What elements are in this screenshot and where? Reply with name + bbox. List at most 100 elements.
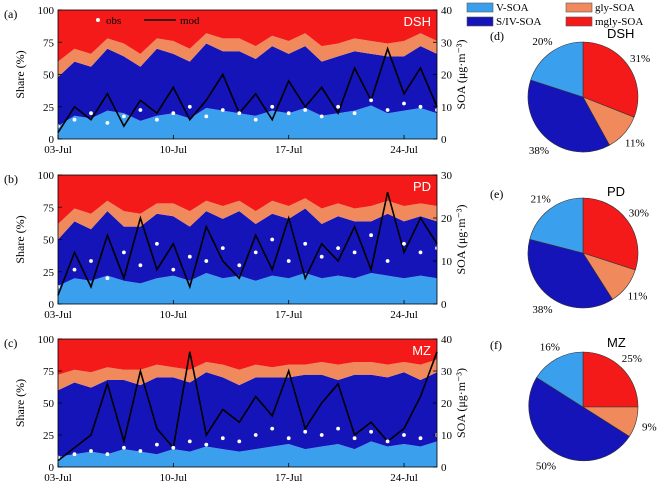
xtick-label: 10-Jul [160, 472, 188, 484]
y2tick-label: 20 [441, 213, 453, 225]
xtick-label: 17-Jul [275, 472, 303, 484]
obs-legend-label: obs [106, 15, 121, 27]
y2tick-label: 40 [441, 5, 453, 17]
legend: V-SOA gly-SOA S/IV-SOA mgly-SOA [466, 2, 643, 28]
obs-point [220, 246, 225, 251]
obs-point [319, 114, 324, 119]
ylabel: Share (%) [13, 50, 27, 98]
pie-label-v-soa: 20% [532, 36, 552, 48]
pie-label-mgly-soa: 31% [630, 53, 650, 65]
obs-point [319, 433, 324, 437]
pie-slice-v-soa [536, 351, 584, 408]
obs-point [72, 452, 77, 457]
obs-point [72, 117, 77, 122]
obs-point [286, 259, 291, 263]
obs-point [270, 104, 275, 109]
obs-point [220, 108, 225, 112]
obs-point [187, 254, 192, 259]
obs-point [286, 436, 291, 441]
pie-slice-sivsoa [528, 377, 630, 462]
pie-label-gly-soa: 9% [642, 421, 657, 433]
site-label: MZ [412, 343, 431, 358]
pie-label-v-soa: 16% [540, 342, 560, 354]
pie-pd: 30% 11% 38% 21% (e) PD [490, 184, 649, 316]
area-gly-soa [58, 198, 437, 240]
obs-point [155, 241, 159, 246]
obs-point [89, 111, 93, 116]
obs-point [352, 111, 357, 116]
xtick-label: 03-Jul [44, 309, 72, 321]
obs-point [303, 429, 308, 434]
obs-point [237, 263, 242, 268]
obs-point [155, 117, 159, 122]
y2tick-label: 40 [441, 334, 453, 346]
y2tick-label: 0 [441, 134, 447, 146]
legend-swatch-gly-soa [565, 2, 593, 13]
xtick-label: 17-Jul [275, 144, 303, 156]
obs-point [336, 246, 340, 251]
pie-label-sivsoa: 50% [536, 460, 556, 472]
obs-point [385, 108, 390, 112]
pie-label-sivsoa: 38% [532, 304, 552, 316]
panel-pd: 0 25 50 75 100 0 10 20 30 03-Jul 10-Jul 17-Jul 24-Ju… [4, 170, 468, 321]
obs-point [303, 108, 308, 112]
pie-label-gly-soa: 11% [625, 138, 645, 150]
area-sivsoa [58, 43, 437, 127]
y2tick-label: 20 [441, 70, 453, 82]
obs-point [138, 263, 143, 268]
ytick-label: 75 [43, 366, 55, 378]
area-gly-soa [58, 33, 437, 78]
area-v-soa [58, 441, 437, 467]
area-mgly-soa [58, 339, 437, 375]
obs-point [72, 267, 77, 272]
pie-label-gly-soa: 11% [628, 290, 648, 302]
obs-point [253, 433, 258, 437]
site-label: PD [607, 184, 625, 199]
area-sivsoa [58, 208, 437, 286]
y2tick-label: 0 [441, 299, 447, 311]
obs-point [286, 111, 291, 116]
legend-label-mgly-soa: mgly-SOA [595, 16, 643, 28]
obs-point [270, 426, 275, 431]
legend-swatch-v-soa [466, 2, 494, 13]
obs-point [122, 114, 126, 119]
obs-point [319, 254, 324, 259]
site-label: MZ [607, 335, 626, 350]
ylabel: Share (%) [13, 215, 27, 263]
panel-dsh: 0 25 50 75 100 0 10 20 30 40 03-Jul 10-Jul 17-Jul 24-… [4, 5, 468, 156]
ytick-label: 50 [43, 70, 55, 82]
obs-point [155, 442, 159, 447]
mod-legend-label: mod [180, 15, 200, 27]
xtick-label: 03-Jul [44, 472, 72, 484]
y2tick-label: 10 [441, 430, 453, 442]
site-label: PD [413, 179, 431, 194]
pie-mz: 25% 9% 50% 16% (f) MZ [490, 335, 657, 472]
y2label: SOA (μg·m⁻³) [454, 204, 468, 274]
xtick-label: 03-Jul [44, 144, 72, 156]
obs-point [171, 445, 176, 450]
ytick-label: 25 [43, 102, 55, 114]
obs-point [105, 276, 110, 281]
obs-point [122, 250, 126, 255]
y2tick-label: 10 [441, 102, 453, 114]
pie-label-mgly-soa: 30% [629, 207, 649, 219]
legend-label-sivsoa: S/IV-SOA [496, 16, 541, 28]
y2tick-label: 0 [441, 462, 447, 474]
ytick-label: 25 [43, 267, 55, 279]
obs-point [385, 439, 390, 444]
ytick-label: 0 [49, 134, 55, 146]
ytick-label: 0 [49, 299, 55, 311]
pie-slice-sivsoa [527, 238, 613, 309]
panel-letter: (f) [490, 338, 502, 352]
pie-label-v-soa: 21% [531, 194, 551, 206]
pie-dsh: 31% 11% 38% 20% (d) DSH [490, 26, 650, 157]
area-v-soa [58, 105, 437, 139]
obs-point [352, 436, 357, 441]
obs-point [122, 445, 126, 450]
obs-point [352, 250, 357, 255]
ylabel: Share (%) [13, 379, 27, 427]
mod-line [57, 46, 438, 134]
pie-slice-sivsoa [527, 79, 610, 153]
obs-point [220, 436, 225, 441]
obs-point [171, 267, 176, 272]
